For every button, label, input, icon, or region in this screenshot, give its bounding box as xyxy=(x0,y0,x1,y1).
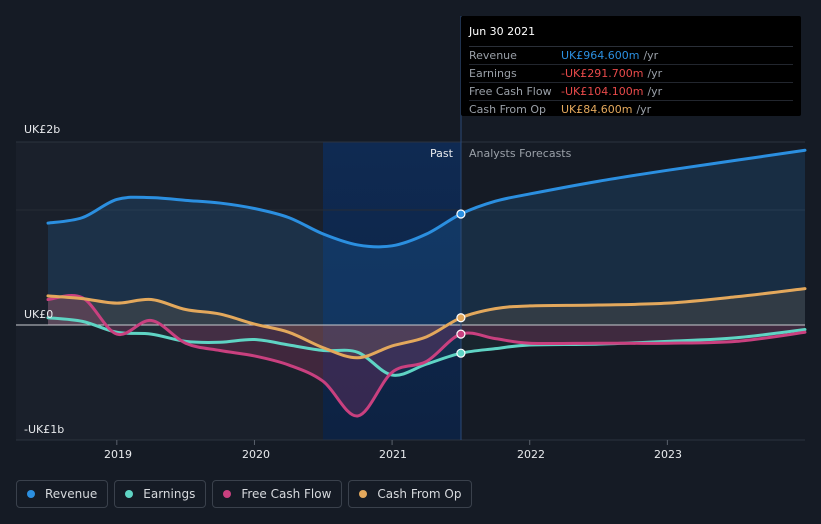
tooltip-unit: /yr xyxy=(636,103,652,116)
tooltip-label: Free Cash Flow xyxy=(469,85,552,98)
legend: Revenue Earnings Free Cash Flow Cash Fro… xyxy=(16,480,478,508)
x-tick-label: 2020 xyxy=(242,448,270,461)
tooltip-row-cash-from-op: Cash From Op UK£84.600m /yr xyxy=(469,101,793,118)
legend-label: Revenue xyxy=(45,487,98,501)
series-area xyxy=(48,317,805,376)
chart-plot xyxy=(16,16,807,445)
tooltip-unit: /yr xyxy=(643,49,659,62)
series-area xyxy=(48,295,805,417)
tooltip-value: UK£964.600m xyxy=(561,49,640,62)
legend-dot-icon xyxy=(223,490,232,498)
tooltip-value: UK£84.600m xyxy=(561,103,633,116)
x-tick-label: 2023 xyxy=(654,448,682,461)
forecast-label: Analysts Forecasts xyxy=(469,147,572,160)
marker-free-cash-flow xyxy=(456,329,466,339)
tooltip-unit: /yr xyxy=(647,67,663,80)
x-tick-label: 2021 xyxy=(379,448,407,461)
tooltip-row-earnings: Earnings -UK£291.700m /yr xyxy=(469,65,793,83)
legend-label: Earnings xyxy=(143,487,196,501)
legend-dot-icon xyxy=(359,490,368,498)
tooltip-label: Earnings xyxy=(469,67,517,80)
marker-revenue xyxy=(456,209,466,219)
marker-earnings xyxy=(456,348,466,358)
legend-dot-icon xyxy=(125,490,134,498)
legend-cash-from-op-button[interactable]: Cash From Op xyxy=(348,480,473,508)
legend-label: Cash From Op xyxy=(377,487,462,501)
legend-earnings-button[interactable]: Earnings xyxy=(114,480,207,508)
tooltip-unit: /yr xyxy=(647,85,663,98)
past-label: Past xyxy=(430,147,453,160)
tooltip-row-revenue: Revenue UK£964.600m /yr xyxy=(469,47,793,65)
series-area xyxy=(48,150,805,325)
y-tick-zero: UK£0 xyxy=(24,308,54,321)
x-tick-label: 2019 xyxy=(104,448,132,461)
legend-label: Free Cash Flow xyxy=(241,487,332,501)
legend-dot-icon xyxy=(27,490,35,498)
tooltip-value: -UK£104.100m xyxy=(561,85,644,98)
highlight-band xyxy=(323,142,461,440)
y-tick-top: UK£2b xyxy=(24,123,61,136)
tooltip-date: Jun 30 2021 xyxy=(469,24,793,47)
y-tick-bottom: -UK£1b xyxy=(24,423,65,436)
tooltip-label: Cash From Op xyxy=(469,103,547,116)
series-line-revenue xyxy=(46,148,807,249)
tooltip-row-free-cash-flow: Free Cash Flow -UK£104.100m /yr xyxy=(469,83,793,101)
tooltip-label: Revenue xyxy=(469,49,517,62)
x-tick-label: 2022 xyxy=(517,448,545,461)
legend-revenue-button[interactable]: Revenue xyxy=(16,480,109,508)
legend-free-cash-flow-button[interactable]: Free Cash Flow xyxy=(212,480,343,508)
tooltip: Jun 30 2021 Revenue UK£964.600m /yr Earn… xyxy=(461,16,801,116)
marker-cash-from-op xyxy=(456,313,466,323)
tooltip-value: -UK£291.700m xyxy=(561,67,644,80)
series-line-cash-from-op xyxy=(46,287,807,360)
series-line-free-cash-flow xyxy=(46,294,807,418)
